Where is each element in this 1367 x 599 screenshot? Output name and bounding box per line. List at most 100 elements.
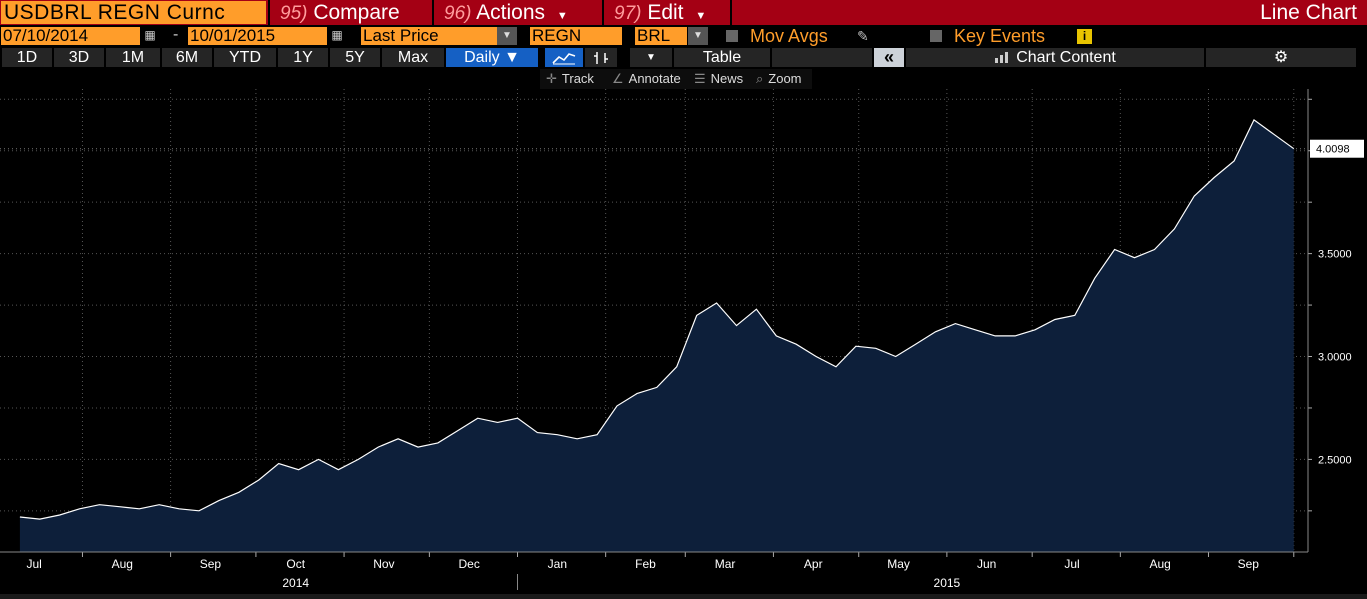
data-point bbox=[1233, 160, 1235, 162]
table-button[interactable]: Table bbox=[674, 48, 770, 67]
data-point bbox=[218, 499, 220, 501]
x-tick-label: Apr bbox=[804, 557, 823, 571]
annotate-tool[interactable]: ∠ Annotate bbox=[612, 69, 681, 89]
data-point bbox=[1193, 195, 1195, 197]
x-tick-label: Sep bbox=[1238, 557, 1260, 571]
data-point bbox=[238, 491, 240, 493]
data-point bbox=[417, 446, 419, 448]
chart-style-dropdown-icon[interactable]: ▼ bbox=[630, 48, 672, 67]
data-point bbox=[258, 479, 260, 481]
news-tool[interactable]: ☰ News bbox=[694, 69, 743, 89]
data-point bbox=[1253, 119, 1255, 121]
edit-menu[interactable]: 97) Edit ▼ bbox=[606, 0, 730, 25]
key-events-label[interactable]: Key Events bbox=[954, 26, 1046, 46]
range-5y-button[interactable]: 5Y bbox=[330, 48, 380, 67]
price-field-dropdown-icon[interactable]: ▼ bbox=[497, 27, 517, 45]
chart-content-icon bbox=[994, 49, 1010, 63]
data-point bbox=[39, 518, 41, 520]
data-point bbox=[1273, 133, 1275, 135]
x-tick-label: Jul bbox=[26, 557, 41, 571]
zoom-tool[interactable]: ⌕ Zoom bbox=[756, 69, 802, 89]
data-point bbox=[457, 429, 459, 431]
currency-field[interactable]: BRL bbox=[635, 27, 687, 45]
range-6m-button[interactable]: 6M bbox=[162, 48, 212, 67]
ticker-field[interactable]: USDBRL REGN Curnc bbox=[1, 1, 266, 24]
key-events-checkbox[interactable] bbox=[930, 30, 942, 42]
data-point bbox=[755, 308, 757, 310]
settings-gear-icon[interactable]: ⚙ bbox=[1206, 48, 1356, 67]
price-chart[interactable]: 2.5000 3.0000 3.5000 4.0098 Jul Aug Sep Oct Nov… bbox=[0, 89, 1367, 594]
mov-avgs-label[interactable]: Mov Avgs bbox=[750, 26, 828, 46]
data-point bbox=[815, 355, 817, 357]
compare-label: Compare bbox=[313, 1, 400, 24]
compare-menu[interactable]: 95) Compare bbox=[272, 0, 432, 25]
data-point bbox=[19, 516, 21, 518]
start-date-field[interactable]: 07/10/2014 bbox=[1, 27, 140, 45]
track-label: Track bbox=[561, 71, 594, 86]
end-date-field[interactable]: 10/01/2015 bbox=[188, 27, 327, 45]
data-point bbox=[277, 462, 279, 464]
data-point bbox=[894, 355, 896, 357]
range-1d-button[interactable]: 1D bbox=[2, 48, 52, 67]
data-point bbox=[516, 417, 518, 419]
range-3d-button[interactable]: 3D bbox=[54, 48, 104, 67]
last-value-label: 4.0098 bbox=[1316, 144, 1350, 156]
x-tick-label: Jul bbox=[1064, 557, 1079, 571]
data-point bbox=[377, 446, 379, 448]
frequency-dropdown[interactable]: Daily ▼ bbox=[446, 48, 538, 67]
x-tick-label: Jun bbox=[977, 557, 996, 571]
data-point bbox=[1054, 318, 1056, 320]
info-icon[interactable]: i bbox=[1077, 29, 1092, 44]
data-point bbox=[496, 421, 498, 423]
data-point bbox=[357, 458, 359, 460]
end-calendar-icon[interactable]: ▦ bbox=[331, 28, 343, 42]
price-area-fill bbox=[19, 119, 1294, 553]
data-point bbox=[994, 335, 996, 337]
start-calendar-icon[interactable]: ▦ bbox=[144, 28, 156, 42]
mov-avgs-checkbox[interactable] bbox=[726, 30, 738, 42]
header-separator bbox=[268, 0, 270, 25]
controls-bar: 07/10/2014 ▦ - 10/01/2015 ▦ Last Price ▼… bbox=[0, 25, 1367, 46]
actions-number: 96) bbox=[444, 3, 472, 24]
header-separator bbox=[730, 0, 732, 25]
currency-dropdown-icon[interactable]: ▼ bbox=[688, 27, 708, 45]
data-point bbox=[198, 510, 200, 512]
date-separator: - bbox=[173, 26, 179, 43]
collapse-icon[interactable]: « bbox=[874, 48, 904, 67]
range-max-button[interactable]: Max bbox=[382, 48, 444, 67]
track-tool[interactable]: ✛ Track bbox=[546, 69, 594, 89]
edit-label: Edit bbox=[647, 1, 684, 24]
actions-menu[interactable]: 96) Actions ▼ bbox=[436, 0, 602, 25]
chart-content-label: Chart Content bbox=[1016, 49, 1116, 66]
price-field-select[interactable]: Last Price bbox=[361, 27, 497, 45]
data-point bbox=[78, 508, 80, 510]
edit-number: 97) bbox=[614, 3, 642, 24]
data-point bbox=[656, 386, 658, 388]
ohlc-bars-icon[interactable] bbox=[585, 48, 617, 67]
range-ytd-button[interactable]: YTD bbox=[214, 48, 276, 67]
data-point bbox=[98, 503, 100, 505]
data-point bbox=[636, 392, 638, 394]
pencil-icon[interactable]: ✎ bbox=[857, 28, 869, 44]
data-point bbox=[59, 514, 61, 516]
source-field[interactable]: REGN bbox=[530, 27, 622, 45]
edit-caret-icon: ▼ bbox=[695, 10, 707, 22]
range-1m-button[interactable]: 1M bbox=[106, 48, 160, 67]
data-point bbox=[596, 434, 598, 436]
line-chart-icon[interactable] bbox=[545, 48, 583, 67]
compare-number: 95) bbox=[280, 3, 308, 24]
data-point bbox=[616, 405, 618, 407]
y-tick-label: 2.5000 bbox=[1318, 454, 1352, 466]
y-axis: 2.5000 3.0000 3.5000 4.0098 bbox=[1307, 89, 1364, 552]
data-point bbox=[118, 506, 120, 508]
data-point bbox=[178, 508, 180, 510]
x-tick-label: Oct bbox=[286, 557, 305, 571]
chart-content-button[interactable]: Chart Content bbox=[906, 48, 1204, 67]
range-1y-button[interactable]: 1Y bbox=[278, 48, 328, 67]
data-point bbox=[954, 322, 956, 324]
crosshair-icon: ✛ bbox=[546, 71, 557, 86]
annotate-icon: ∠ bbox=[612, 71, 624, 86]
data-point bbox=[536, 431, 538, 433]
header-separator bbox=[602, 0, 604, 25]
data-point bbox=[1113, 248, 1115, 250]
